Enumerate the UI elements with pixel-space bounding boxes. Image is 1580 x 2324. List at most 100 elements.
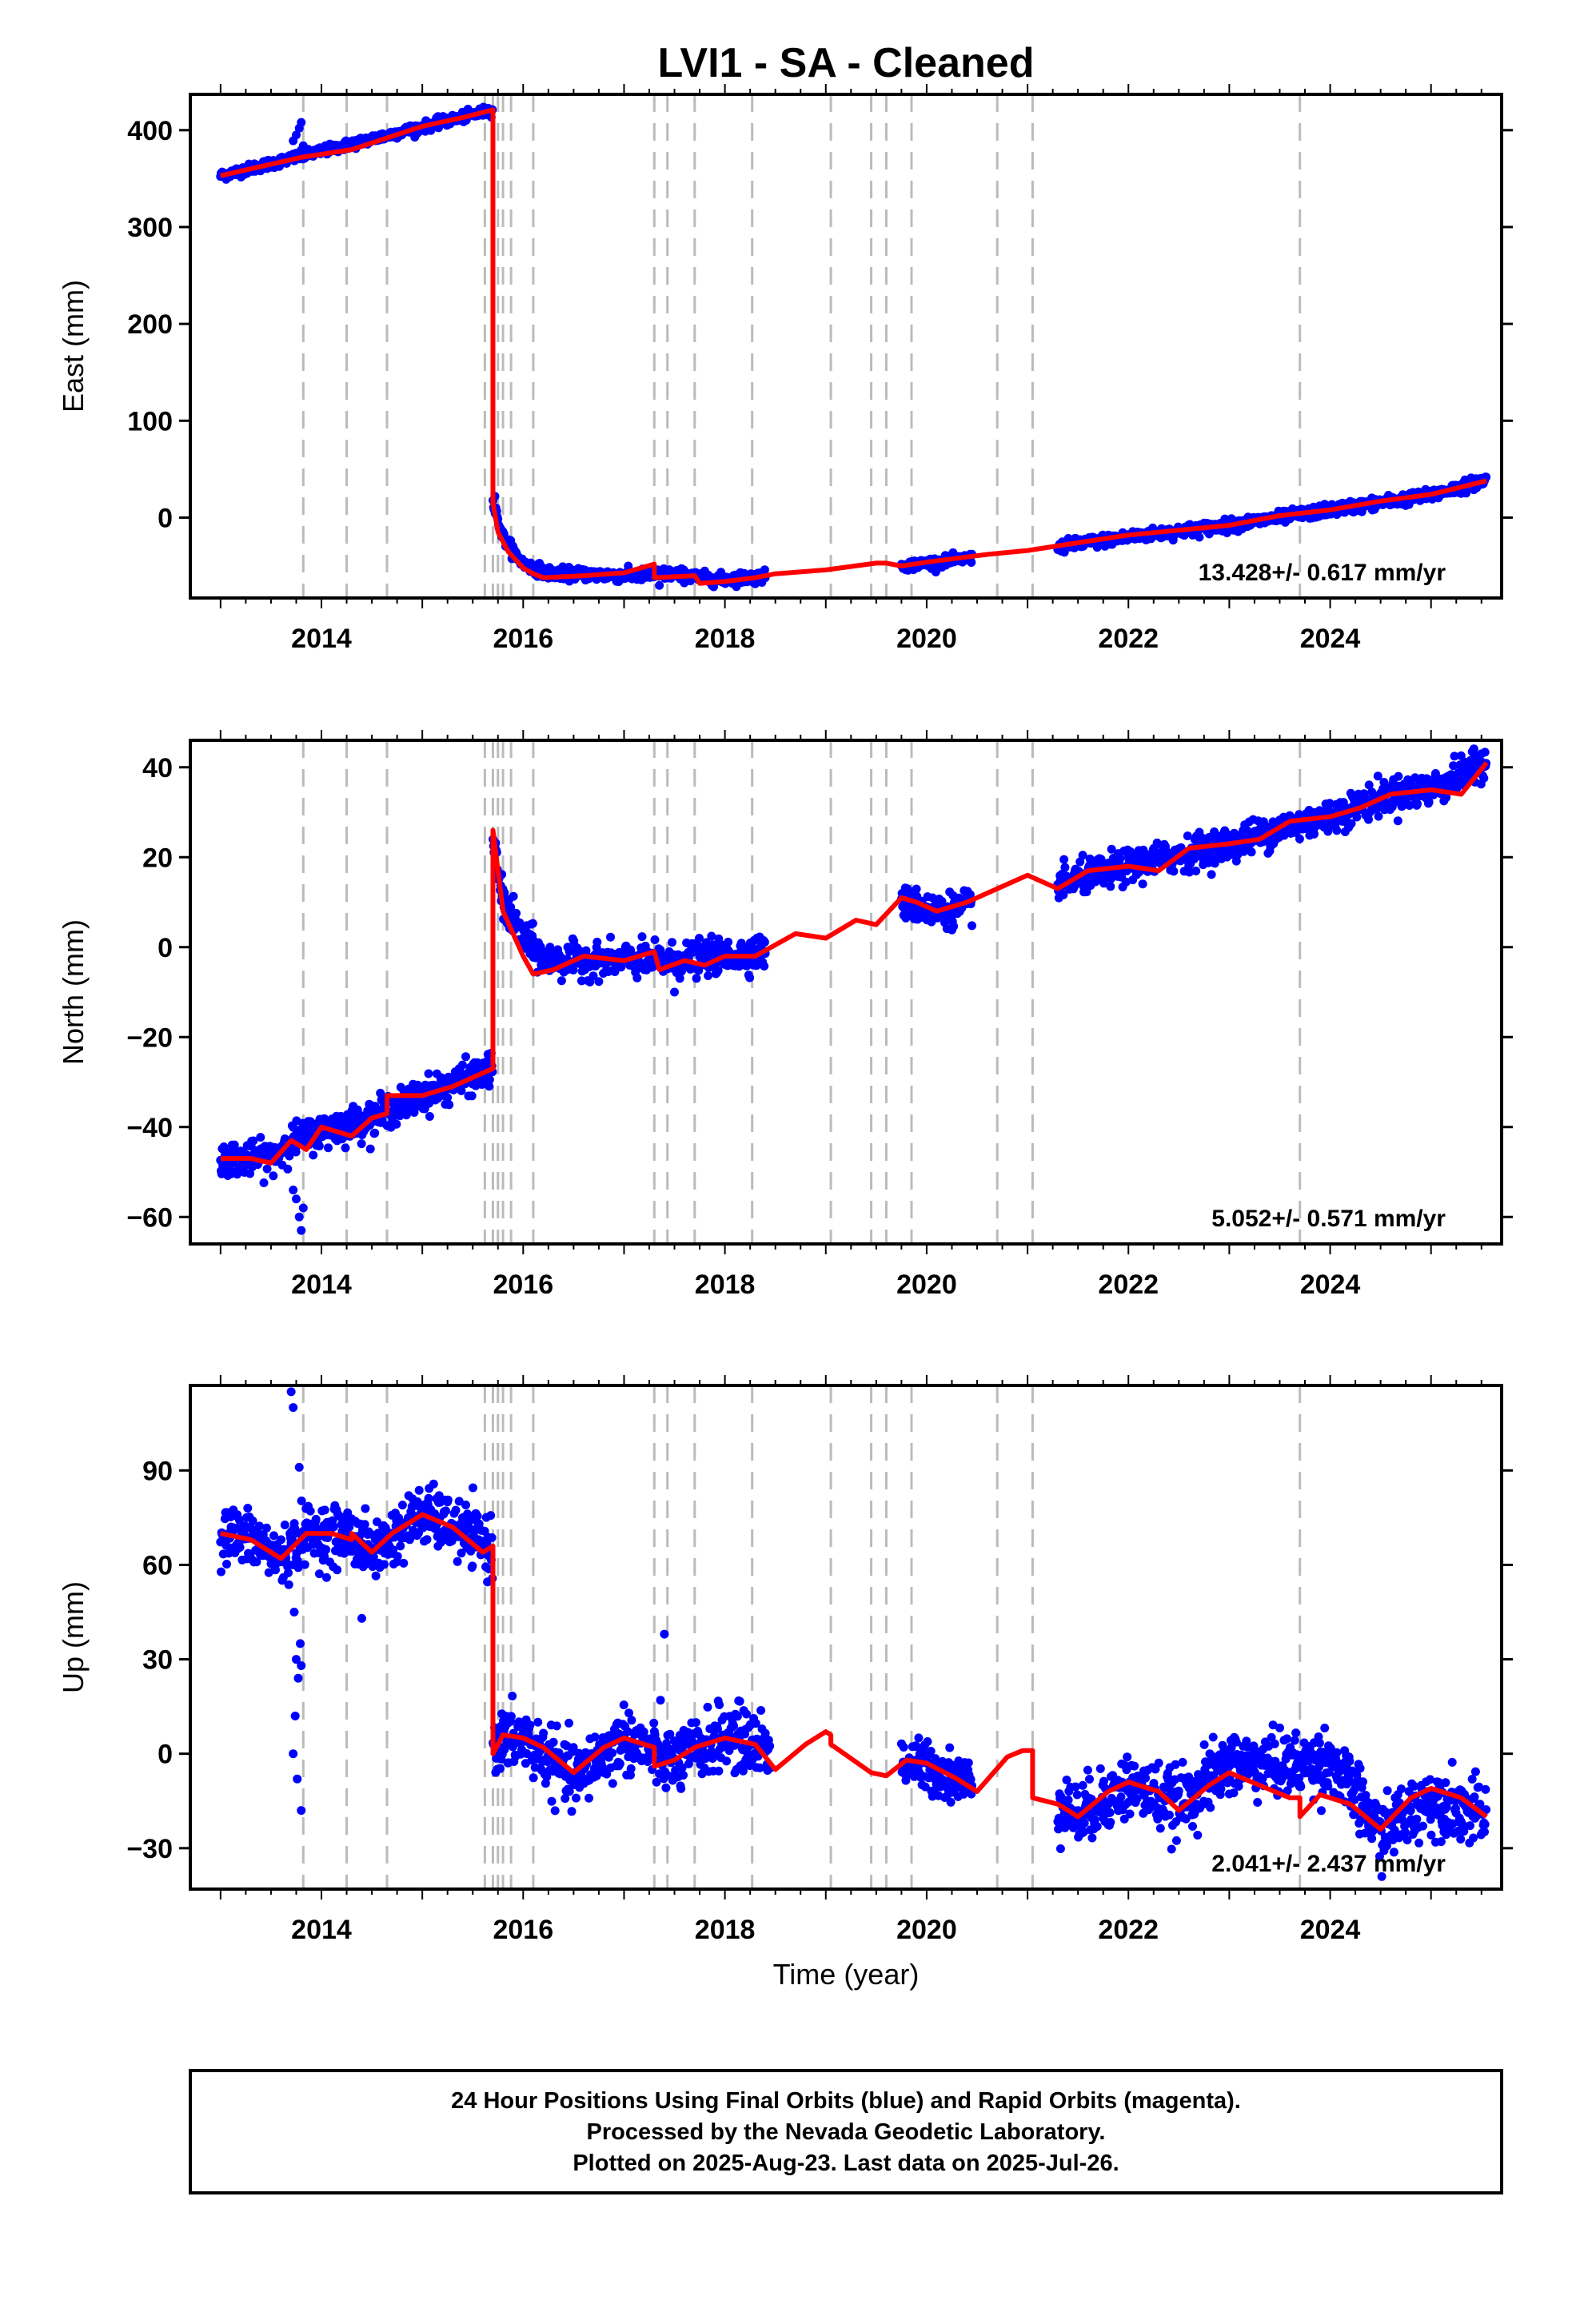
data-point [1295, 835, 1304, 843]
y-tick-label: 0 [158, 503, 173, 533]
data-point [507, 1712, 516, 1720]
data-point [509, 892, 518, 901]
data-point [485, 1075, 494, 1084]
data-point [415, 1486, 424, 1495]
y-tick-label: 40 [142, 753, 173, 783]
data-point [458, 1061, 467, 1070]
data-point [551, 1806, 560, 1815]
data-point [309, 1150, 317, 1159]
x-tick-label: 2018 [695, 1270, 756, 1300]
data-point [315, 1142, 324, 1150]
data-point [1479, 774, 1488, 783]
data-point [425, 1070, 433, 1078]
data-point [260, 1178, 269, 1187]
data-point [292, 1194, 301, 1203]
data-point [380, 1560, 389, 1569]
data-point [608, 1748, 616, 1757]
data-point [392, 1120, 401, 1129]
data-point [661, 1784, 670, 1792]
y-tick-label: 100 [127, 406, 173, 436]
data-point [361, 1520, 369, 1529]
chart-title: LVI1 - SA - Cleaned [658, 40, 1035, 86]
data-point [289, 137, 297, 145]
data-point [572, 1794, 581, 1803]
data-point [461, 1052, 470, 1061]
data-point [656, 1696, 665, 1704]
data-point [333, 1565, 341, 1574]
panel-frame [190, 94, 1502, 598]
data-point [289, 1186, 297, 1194]
data-point [1115, 855, 1124, 863]
y-tick-label: 400 [127, 116, 173, 146]
data-point [496, 1764, 505, 1773]
rate-label: 13.428+/- 0.617 mm/yr [1199, 560, 1446, 586]
y-tick-label: −20 [126, 1022, 173, 1053]
data-point [399, 1559, 408, 1568]
data-point [269, 1171, 277, 1180]
data-point [539, 1729, 548, 1738]
data-point [217, 1568, 225, 1577]
data-point [453, 1557, 462, 1566]
data-point [321, 1545, 330, 1554]
data-point [649, 1719, 658, 1728]
data-point [452, 1506, 461, 1515]
data-point [632, 974, 641, 983]
data-point [1310, 830, 1319, 839]
data-point [281, 1521, 289, 1529]
data-point [1169, 867, 1178, 875]
data-point [222, 1560, 231, 1569]
data-point [243, 1504, 252, 1513]
data-point [292, 1148, 301, 1157]
x-tick-label: 2016 [493, 1270, 553, 1300]
data-point [468, 1561, 477, 1570]
data-point [283, 1165, 292, 1174]
y-tick-label: −60 [126, 1202, 173, 1233]
data-point [295, 1213, 304, 1222]
data-point [461, 1501, 470, 1509]
data-point [256, 1133, 265, 1142]
data-point [285, 1581, 293, 1589]
data-point [606, 933, 615, 942]
data-point [1375, 812, 1383, 821]
data-point [533, 1718, 542, 1727]
data-point [398, 1501, 407, 1509]
data-point [679, 1771, 688, 1780]
data-point [553, 1721, 561, 1730]
data-point [508, 1692, 517, 1700]
data-point [1106, 882, 1115, 891]
data-point [284, 1569, 293, 1577]
data-point [366, 1145, 375, 1154]
x-tick-label: 2020 [896, 624, 957, 654]
data-point [299, 142, 308, 150]
data-point [396, 1541, 405, 1550]
y-tick-label: 200 [127, 309, 173, 340]
y-tick-label: 300 [127, 213, 173, 243]
data-point [585, 1794, 593, 1803]
data-point [1394, 816, 1402, 825]
x-tick-label: 2022 [1098, 624, 1159, 654]
data-point [372, 1572, 381, 1581]
data-point [468, 1091, 477, 1100]
data-point [262, 1524, 271, 1533]
data-point [512, 909, 521, 918]
data-point [441, 1506, 450, 1515]
data-point [393, 1552, 402, 1561]
data-point [444, 1496, 453, 1505]
data-point [529, 1773, 538, 1782]
data-point [627, 1716, 636, 1724]
data-point [306, 1507, 315, 1516]
panel-plot-area [216, 94, 1490, 598]
data-points [216, 103, 1490, 592]
data-point [1364, 815, 1373, 824]
data-point [297, 118, 305, 127]
data-point [760, 938, 769, 947]
data-point [277, 1535, 285, 1544]
x-tick-label: 2022 [1098, 1270, 1159, 1300]
data-point [425, 1494, 433, 1503]
data-point [423, 1535, 432, 1544]
